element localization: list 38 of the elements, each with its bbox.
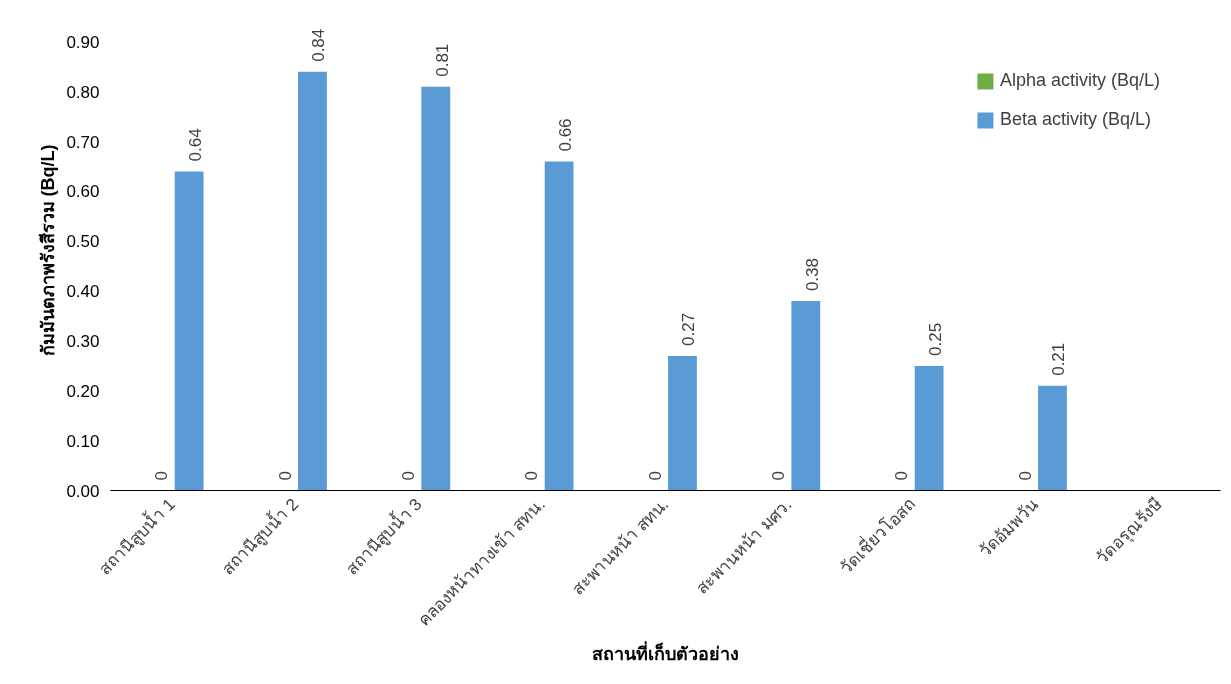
y-tick-label: 0.10 (66, 431, 100, 451)
data-label: 0.66 (556, 118, 576, 152)
bar (298, 71, 327, 491)
data-label: 0 (768, 471, 788, 481)
data-label: 0.81 (432, 43, 452, 77)
x-axis-title: สถานที่เก็บตัวอย่าง (592, 641, 739, 665)
y-axis-title: กัมมันตภาพรังสีรวม (Bq/L) (38, 144, 59, 357)
data-label: 0 (892, 471, 912, 481)
bar (791, 301, 821, 491)
y-tick-label: 0.40 (66, 282, 100, 302)
bar (174, 171, 204, 491)
bar (668, 355, 697, 491)
y-tick-label: 0.20 (66, 381, 100, 401)
data-label: 0 (398, 471, 418, 481)
data-label: 0.38 (802, 258, 822, 292)
data-label: 0 (1015, 471, 1035, 481)
y-tick-label: 0.90 (66, 32, 100, 52)
data-label: 0.25 (926, 322, 946, 356)
legend-label: Beta activity (Bq/L) (999, 109, 1151, 130)
y-tick-label: 0.60 (66, 182, 100, 202)
bar (421, 86, 451, 491)
data-label: 0 (275, 471, 295, 481)
data-label: 0.64 (186, 128, 206, 162)
data-label: 0 (152, 471, 172, 481)
bar (914, 365, 944, 491)
y-tick-label: 0.70 (66, 132, 100, 152)
y-tick-label: 0.00 (66, 481, 100, 501)
data-label: 0.84 (309, 28, 329, 62)
y-tick-label: 0.30 (66, 331, 100, 351)
y-tick-label: 0.50 (66, 232, 100, 252)
y-tick-label: 0.80 (66, 82, 100, 102)
data-label: 0.21 (1049, 342, 1069, 376)
bar (544, 161, 574, 491)
data-label: 0.27 (679, 312, 699, 346)
bar (1038, 385, 1067, 491)
data-label: 0 (522, 471, 542, 481)
data-label: 0 (645, 471, 665, 481)
legend-label: Alpha activity (Bq/L) (999, 70, 1160, 91)
